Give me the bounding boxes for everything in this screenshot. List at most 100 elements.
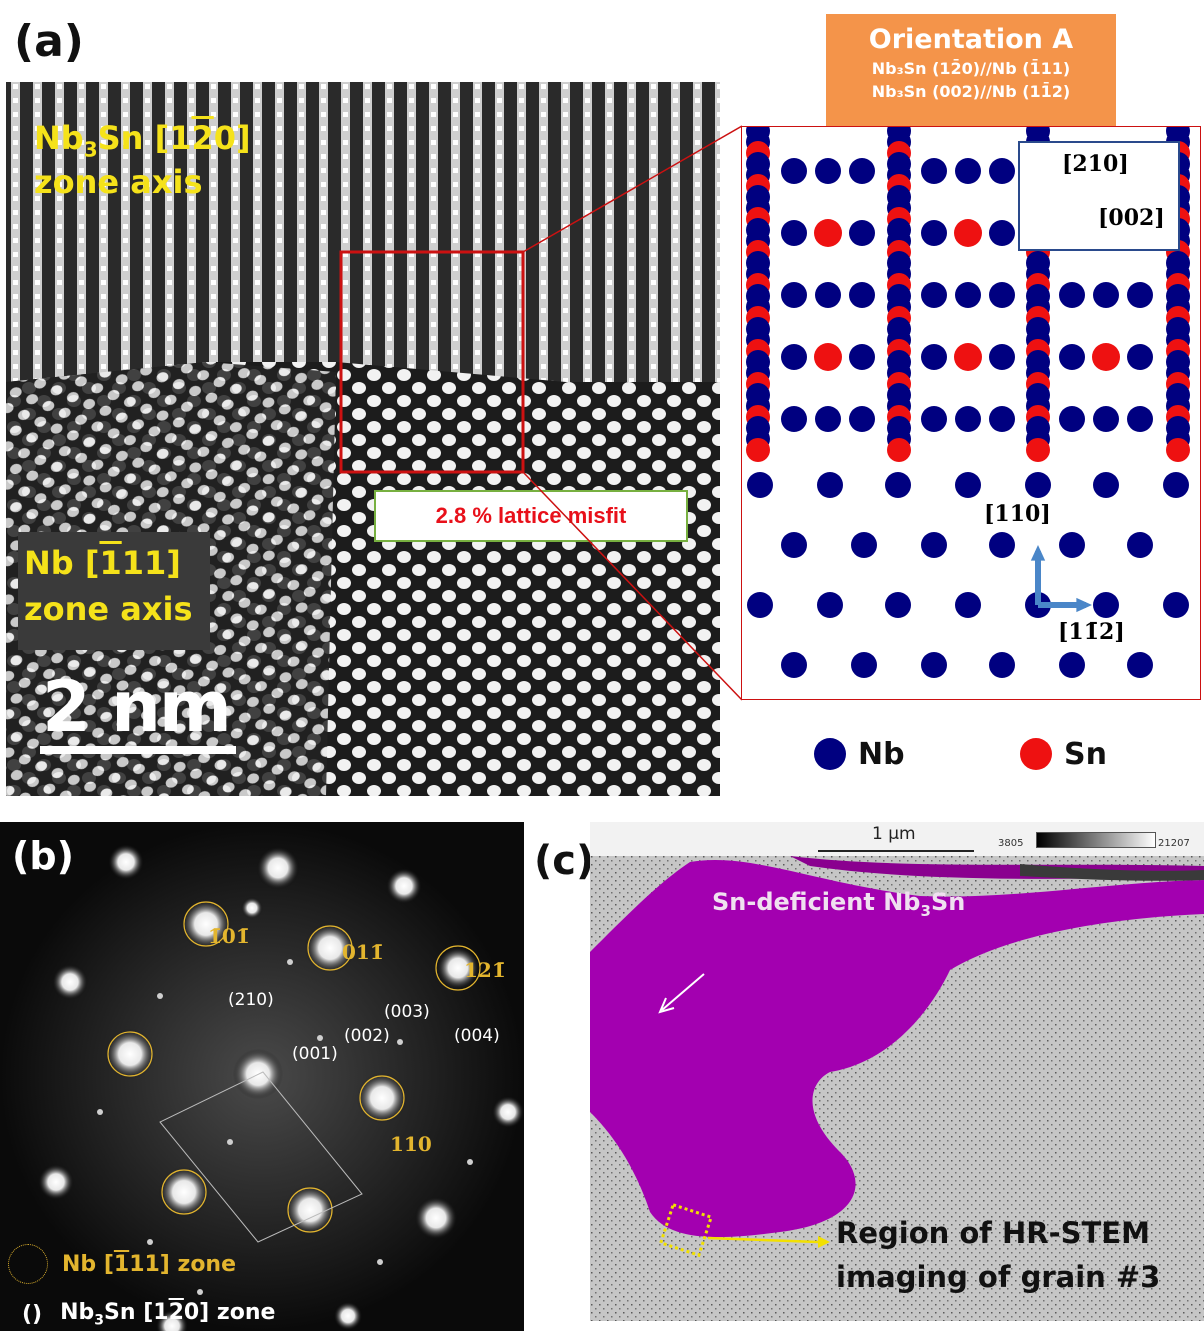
- nb-atom: [747, 592, 773, 618]
- diffraction-spot: [38, 1164, 74, 1200]
- legend-nb-swatch: [814, 738, 846, 770]
- weak-spot: [227, 1139, 233, 1145]
- nb-atom: [851, 652, 877, 678]
- nb-atom: [781, 158, 807, 184]
- orientation-title: Orientation A: [868, 24, 1074, 55]
- nb-atom: [781, 220, 807, 246]
- spot-label-011: 011̄: [342, 940, 384, 964]
- nb-atom: [955, 406, 981, 432]
- nb-atom: [849, 158, 875, 184]
- diffraction-spot: [158, 1166, 210, 1218]
- nb3sn-zone-axis-label: Nb3Sn [120] zone axis: [34, 119, 251, 202]
- panel-c-label: (c): [534, 838, 595, 884]
- nb-spot-circle: [307, 925, 353, 971]
- nb-atom: [921, 532, 947, 558]
- nb-atom: [815, 406, 841, 432]
- dir-002-label: [002]: [1098, 205, 1165, 231]
- spot-label-101: 1̄01̄: [208, 924, 250, 948]
- spot-label-110: 110: [390, 1132, 432, 1156]
- diffraction-spot: [436, 946, 480, 990]
- misfit-label: 2.8 % lattice misfit: [374, 490, 688, 542]
- nb-spot-circle: [183, 901, 229, 947]
- spot-label-003: (003): [384, 1002, 430, 1022]
- spot-label-004: (004): [454, 1026, 500, 1046]
- nb-atom: [921, 282, 947, 308]
- nb-atom: [1059, 282, 1085, 308]
- sn-atom: [814, 343, 842, 371]
- legend-nb: Nb: [814, 736, 905, 772]
- colorbar-min: 3805: [998, 838, 1024, 849]
- nb-atom: [1059, 406, 1085, 432]
- nb-atom: [817, 592, 843, 618]
- legend-sn: Sn: [1020, 736, 1107, 772]
- nb-atom: [1127, 282, 1153, 308]
- diffraction-spot: [304, 922, 356, 974]
- atomic-schematic: [210] [002] [110] [11̄2]: [741, 126, 1201, 700]
- nb-atom: [921, 652, 947, 678]
- nb-atom: [921, 158, 947, 184]
- orientation-line1: Nb₃Sn (12̄0)//Nb (1̄11): [871, 59, 1071, 78]
- nb-atom: [1093, 472, 1119, 498]
- hrtem-image: Nb3Sn [120] zone axis Nb [111] zone axis…: [6, 82, 720, 796]
- nb-atom: [885, 472, 911, 498]
- spot-label-210: (210): [228, 990, 274, 1010]
- nb-atom: [781, 406, 807, 432]
- sn-atom: [746, 438, 770, 462]
- spot-label-121: 121̄: [464, 958, 506, 982]
- diffraction-spot: [256, 846, 300, 890]
- diffraction-spot: [241, 897, 263, 919]
- nb-atom: [921, 406, 947, 432]
- nb-atom: [1127, 344, 1153, 370]
- dir-210-label: [210]: [1062, 151, 1129, 177]
- nb-atom: [747, 472, 773, 498]
- nb-atom: [1025, 472, 1051, 498]
- nb-atom: [817, 472, 843, 498]
- nb-atom: [989, 532, 1015, 558]
- legend-nb3sn-label: Nb3Sn [120] zone: [60, 1300, 276, 1329]
- nb-atom: [851, 532, 877, 558]
- nb-atom: [921, 344, 947, 370]
- diffraction-spot: [104, 1028, 156, 1080]
- nb-spot-circle: [107, 1031, 153, 1077]
- sn-atom: [1026, 438, 1050, 462]
- eds-map: 1 μm 3805 21207 Sn-deficient Nb3Sn Regio…: [590, 822, 1204, 1321]
- nb-atom: [849, 220, 875, 246]
- direction-box-nb3sn: [1018, 141, 1180, 251]
- dir-112-label: [11̄2]: [1058, 619, 1125, 645]
- spot-label-002: (002): [344, 1026, 390, 1046]
- colorbar: [1036, 832, 1156, 848]
- nb-atom: [1127, 652, 1153, 678]
- diffraction-spot: [356, 1072, 408, 1124]
- sn-atom: [814, 219, 842, 247]
- diffraction-spot: [155, 1309, 189, 1331]
- legend-nb-zone: Nb [111] zone: [8, 1244, 236, 1284]
- sn-deficient-label: Sn-deficient Nb3Sn: [712, 888, 966, 920]
- nb-atom: [955, 282, 981, 308]
- legend-nb-label: Nb: [858, 736, 905, 772]
- weak-spot: [287, 959, 293, 965]
- colorbar-max: 21207: [1158, 838, 1190, 849]
- nb3sn-unit-cell: [159, 1071, 363, 1243]
- nb-atom: [1127, 406, 1153, 432]
- weak-spot: [467, 1159, 473, 1165]
- eds-scale-bar: [818, 850, 974, 852]
- nb-atom: [955, 472, 981, 498]
- nb-atom: [1163, 592, 1189, 618]
- nb-atom: [849, 344, 875, 370]
- orientation-line2: Nb₃Sn (002)//Nb (11̄2): [871, 82, 1071, 101]
- diffraction-spot: [180, 898, 232, 950]
- nb-atom: [1093, 406, 1119, 432]
- nb-atom: [815, 282, 841, 308]
- nb-spot-circle: [287, 1187, 333, 1233]
- sn-atom: [954, 219, 982, 247]
- panel-a-label: (a): [14, 16, 84, 67]
- nb-atom: [989, 344, 1015, 370]
- nb-atom: [955, 158, 981, 184]
- legend-nb-zone-label: Nb [111] zone: [62, 1251, 237, 1277]
- nb-atom: [1127, 532, 1153, 558]
- sn-atom: [1092, 343, 1120, 371]
- nb-atom: [885, 592, 911, 618]
- diffraction-spot: [284, 1184, 336, 1236]
- nb-atom: [781, 344, 807, 370]
- nb-atom: [1059, 344, 1085, 370]
